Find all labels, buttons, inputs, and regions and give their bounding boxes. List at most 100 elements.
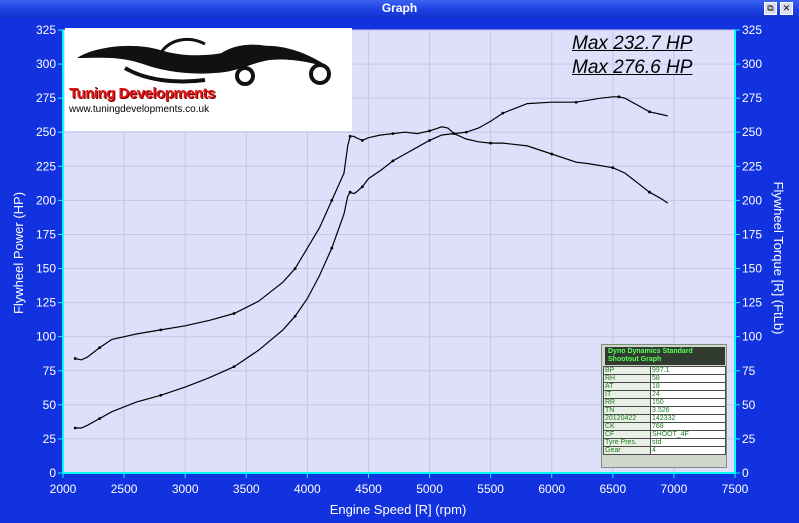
info-key: IT xyxy=(603,390,651,399)
info-key: RR xyxy=(603,398,651,407)
x-tick-label: 2000 xyxy=(50,482,77,496)
car-silhouette-icon xyxy=(77,37,331,86)
info-key: Tyre Pres. xyxy=(603,438,651,447)
info-key: 20120422 xyxy=(603,414,651,423)
info-row: Tyre Pres. std xyxy=(603,438,726,447)
y-tick-label-right: 250 xyxy=(742,125,762,139)
x-tick-label: 6000 xyxy=(538,482,565,496)
info-row: TN 3.526 xyxy=(603,406,726,415)
restore-icon[interactable]: ⧉ xyxy=(764,2,777,15)
y-tick-label-left: 0 xyxy=(49,466,56,480)
info-row: CK 768 xyxy=(603,422,726,431)
series-point-1 xyxy=(73,426,77,430)
y-tick-label-left: 300 xyxy=(36,57,56,71)
y-tick-label-left: 100 xyxy=(36,330,56,344)
window-title: Graph xyxy=(381,1,418,15)
y-tick-label-left: 275 xyxy=(36,91,56,105)
y-tick-label-right: 275 xyxy=(742,91,762,105)
y-tick-label-right: 150 xyxy=(742,262,762,276)
info-title: Dyno Dynamics Standard Shootout Graph xyxy=(605,347,725,365)
info-title-line: Shootout Graph xyxy=(608,356,662,363)
info-value: 3.526 xyxy=(650,406,726,415)
y-tick-label-left: 25 xyxy=(43,432,57,446)
x-axis-label: Engine Speed [R] (rpm) xyxy=(330,502,467,517)
info-value: 24 xyxy=(650,390,726,399)
info-table: BP 997.1 RH 58 AT 18 IT 24 RR 150 TN 3.526 20120422 1… xyxy=(603,366,726,455)
series-point-0 xyxy=(330,198,334,202)
series-point-0 xyxy=(489,141,493,145)
series-point-1 xyxy=(617,95,621,99)
y-tick-label-right: 200 xyxy=(742,193,762,207)
x-tick-label: 6500 xyxy=(599,482,626,496)
info-row: RR 150 xyxy=(603,398,726,407)
series-point-0 xyxy=(428,129,431,133)
y-tick-label-left: 50 xyxy=(43,398,57,412)
y-tick-label-right: 325 xyxy=(742,23,762,37)
series-point-0 xyxy=(98,346,102,349)
y-tick-label-left: 225 xyxy=(36,159,56,173)
y-tick-label-left: 325 xyxy=(36,23,56,37)
info-value: 142332 xyxy=(650,414,726,423)
info-key: RH xyxy=(603,374,651,383)
y-axis-right-label: Flywheel Torque [R] (FtLb) xyxy=(771,182,786,335)
y-axis-label: Flywheel Power (HP) xyxy=(11,192,26,314)
x-tick-label: 3500 xyxy=(233,482,260,496)
series-point-1 xyxy=(648,110,651,114)
x-tick-label: 5000 xyxy=(416,482,443,496)
series-point-1 xyxy=(293,314,297,318)
info-value: SHOOT_4F xyxy=(650,430,726,439)
info-row: Gear 4 xyxy=(603,446,726,455)
x-axis-ticks: 2000 2500 3000 3500 4000 4500 5000 5500 6000 6500… xyxy=(50,473,749,496)
series-point-1 xyxy=(348,190,352,194)
info-value: 4 xyxy=(650,446,726,455)
x-tick-label: 4000 xyxy=(294,482,321,496)
info-value: 150 xyxy=(650,398,726,407)
series-point-1 xyxy=(360,185,364,189)
info-row: AT 18 xyxy=(603,382,726,391)
series-point-0 xyxy=(611,166,615,170)
info-value: std xyxy=(650,438,726,447)
series-point-1 xyxy=(574,100,578,104)
series-point-0 xyxy=(73,357,77,360)
y-tick-label-left: 200 xyxy=(36,193,56,207)
x-tick-label: 5500 xyxy=(477,482,504,496)
x-tick-label: 7500 xyxy=(722,482,749,496)
x-tick-label: 2500 xyxy=(111,482,138,496)
tuning-developments-logo: Tuning Developments www.tuningdevelopmen… xyxy=(65,28,352,131)
info-value: 18 xyxy=(650,382,726,391)
info-row: BP 997.1 xyxy=(603,366,726,375)
series-point-1 xyxy=(159,393,163,397)
info-row: CF SHOOT_4F xyxy=(603,430,726,439)
y-tick-label-right: 125 xyxy=(742,296,762,310)
info-title-line: Dyno Dynamics Standard xyxy=(608,348,693,355)
series-point-0 xyxy=(391,132,395,135)
y-tick-label-left: 250 xyxy=(36,125,56,139)
series-point-1 xyxy=(428,139,431,142)
axes xyxy=(62,30,736,474)
series-group xyxy=(73,95,669,430)
info-key: TN xyxy=(603,406,651,415)
max-power-label: Max 232.7 HP xyxy=(572,33,693,54)
y-tick-label-right: 225 xyxy=(742,159,762,173)
info-key: BP xyxy=(603,366,651,375)
series-point-1 xyxy=(391,159,395,163)
max-torque-label: Max 276.6 HP xyxy=(572,57,693,78)
series-point-1 xyxy=(98,417,102,420)
info-row: IT 24 xyxy=(603,390,726,399)
y-tick-label-left: 125 xyxy=(36,296,56,310)
series-point-1 xyxy=(330,246,334,250)
y-tick-label-right: 75 xyxy=(742,364,756,378)
y-tick-label-right: 0 xyxy=(742,466,749,480)
info-row: RH 58 xyxy=(603,374,726,383)
series-point-1 xyxy=(501,111,505,115)
series-line-1 xyxy=(75,96,668,429)
close-icon[interactable]: ✕ xyxy=(780,2,793,15)
series-point-1 xyxy=(464,130,468,134)
x-tick-label: 3000 xyxy=(172,482,199,496)
y-tick-label-right: 300 xyxy=(742,57,762,71)
title-bar[interactable]: Graph ⧉ ✕ xyxy=(0,0,799,18)
series-line-0 xyxy=(75,126,669,361)
info-key: AT xyxy=(603,382,651,391)
y-tick-label-left: 150 xyxy=(36,262,56,276)
